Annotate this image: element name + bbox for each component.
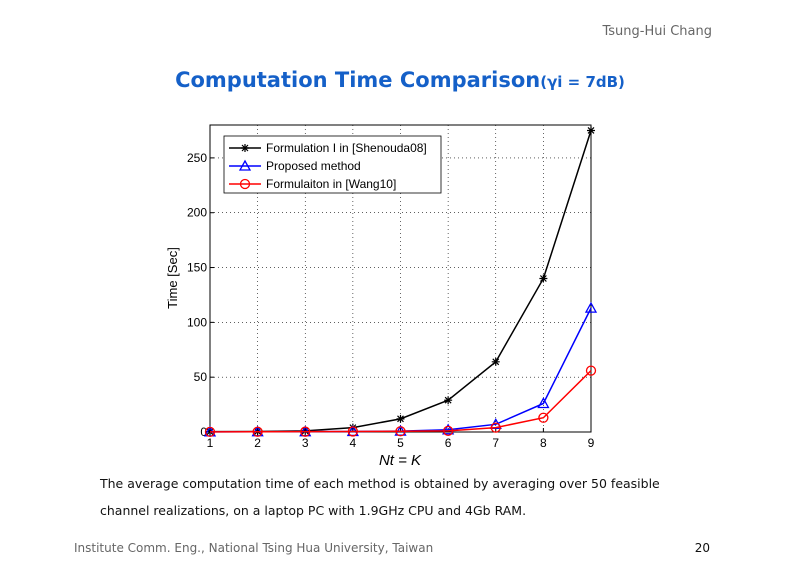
data-point (395, 426, 406, 437)
slide-title: Computation Time Comparison(γi = 7dB) (0, 68, 800, 92)
data-point (585, 365, 597, 376)
y-tick-label: 150 (187, 261, 207, 275)
legend-marker (238, 159, 252, 171)
series-line-3 (209, 370, 592, 433)
data-point (538, 412, 549, 423)
y-tick-label: 100 (187, 315, 207, 329)
data-point (300, 426, 311, 437)
x-tick-label: 4 (350, 436, 357, 450)
data-point (537, 397, 550, 409)
x-tick-label: 1 (207, 436, 214, 450)
footer-institution: Institute Comm. Eng., National Tsing Hua… (74, 541, 434, 555)
page-number: 20 (694, 541, 710, 555)
author-header: Tsung-Hui Chang (602, 24, 712, 39)
legend-label: Proposed method (266, 159, 361, 173)
x-tick-label: 8 (540, 436, 547, 450)
data-point (444, 396, 453, 405)
title-main: Computation Time Comparison (175, 68, 541, 92)
legend-label: Formulaiton in [Wang10] (266, 177, 396, 191)
data-point (587, 126, 595, 135)
data-point (252, 426, 263, 437)
x-tick-label: 3 (302, 436, 309, 450)
data-point (584, 301, 598, 313)
plot-frame (209, 124, 592, 433)
data-point (396, 414, 405, 423)
y-tick-label: 250 (187, 151, 207, 165)
title-condition: (γi = 7dB) (540, 73, 625, 91)
data-point (539, 274, 548, 283)
data-point (204, 426, 216, 438)
data-point (301, 426, 310, 435)
x-tick-label: 6 (445, 436, 452, 450)
caption-line-1: The average computation time of each met… (100, 476, 660, 491)
x-tick-label: 5 (397, 436, 404, 450)
legend-label: Formulation I in [Shenouda08] (266, 141, 427, 155)
data-point (490, 422, 501, 433)
data-point (442, 425, 454, 437)
x-tick-label: 7 (492, 436, 499, 450)
y-tick-label: 0 (200, 425, 207, 439)
caption-line-2: channel realizations, on a laptop PC wit… (100, 503, 527, 518)
y-axis-label: Time [Sec] (165, 247, 180, 309)
legend-marker (239, 178, 251, 190)
data-point (442, 423, 455, 435)
y-tick-label: 200 (187, 206, 207, 220)
legend-marker (241, 144, 249, 152)
y-tick-label: 50 (194, 370, 208, 384)
x-axis-label: Nt = K (379, 452, 422, 469)
x-tick-label: 9 (588, 436, 595, 450)
x-tick-label: 2 (254, 436, 261, 450)
data-point (347, 426, 359, 437)
data-point (491, 357, 500, 366)
